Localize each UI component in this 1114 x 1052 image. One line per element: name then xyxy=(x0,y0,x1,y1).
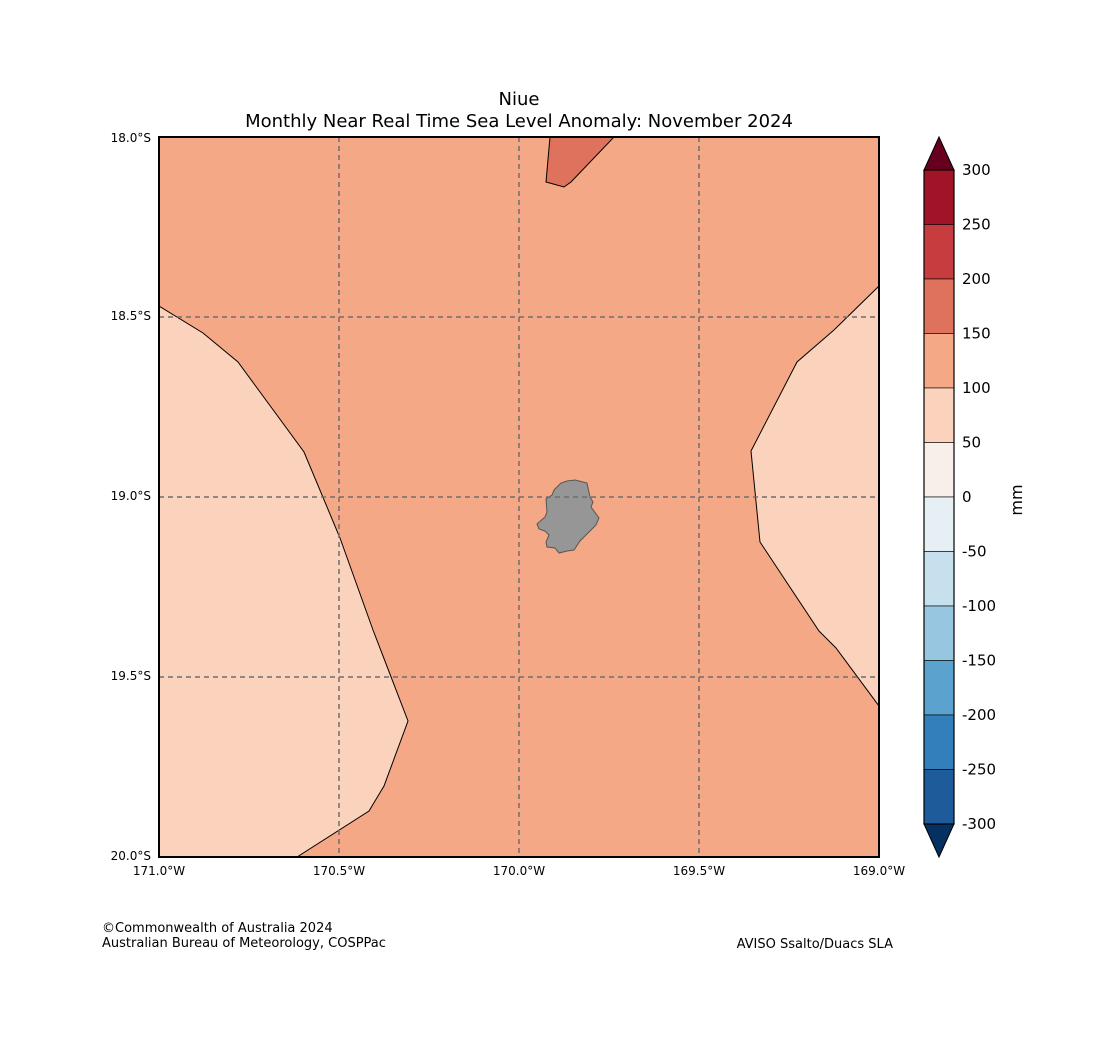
colorbar-label: mm xyxy=(1007,484,1026,515)
map-title: Niue xyxy=(499,89,540,110)
colorbar-tick-label: 200 xyxy=(962,270,991,288)
colorbar-tick-label: -200 xyxy=(962,706,996,724)
colorbar-tick-label: 150 xyxy=(962,325,991,343)
anomaly-band-50-100-west xyxy=(159,305,409,857)
colorbar-tick-label: -50 xyxy=(962,543,987,561)
colorbar-tick-label: -300 xyxy=(962,815,996,833)
colorbar-tick-label: 300 xyxy=(962,161,991,179)
copyright-text: ©Commonwealth of Australia 2024 xyxy=(102,921,333,936)
gridlines xyxy=(159,137,879,857)
colorbar-band xyxy=(923,278,955,334)
map-subtitle: Monthly Near Real Time Sea Level Anomaly… xyxy=(245,111,793,132)
colorbar: 300 250 200 150 100 50 0 -50 -100 -150 -200 -250 -30… xyxy=(923,135,996,859)
colorbar-band xyxy=(923,387,955,443)
lat-label: 18.0°S xyxy=(111,131,151,145)
colorbar-frame xyxy=(923,169,955,825)
lon-labels: 171.0°W 170.5°W 170.0°W 169.5°W 169.0°W xyxy=(133,864,905,878)
lon-label: 169.5°W xyxy=(673,864,725,878)
colorbar-band xyxy=(923,714,955,770)
colorbar-band xyxy=(923,769,955,825)
colorbar-band xyxy=(923,605,955,661)
lon-label: 169.0°W xyxy=(853,864,905,878)
lon-label: 170.0°W xyxy=(493,864,545,878)
lon-label: 170.5°W xyxy=(313,864,365,878)
colorbar-band xyxy=(923,169,955,225)
lat-label: 19.0°S xyxy=(111,489,151,503)
anomaly-band-150-200 xyxy=(545,137,615,188)
colorbar-tick-label: -150 xyxy=(962,652,996,670)
colorbar-over-arrow xyxy=(923,135,955,171)
colorbar-band xyxy=(923,333,955,389)
map-frame xyxy=(158,136,880,858)
colorbar-tick-label: -250 xyxy=(962,761,996,779)
organization-text: Australian Bureau of Meteorology, COSPPa… xyxy=(102,936,386,951)
colorbar-band xyxy=(923,442,955,498)
colorbar-tick-label: 100 xyxy=(962,379,991,397)
data-source-text: AVISO Ssalto/Duacs SLA xyxy=(737,937,894,952)
colorbar-tick-label: 50 xyxy=(962,434,981,452)
colorbar-band xyxy=(923,224,955,280)
colorbar-under-arrow xyxy=(923,823,955,859)
colorbar-tick-label: 250 xyxy=(962,216,991,234)
lat-label: 18.5°S xyxy=(111,309,151,323)
lat-labels: 18.0°S 18.5°S 19.0°S 19.5°S 20.0°S xyxy=(111,131,151,863)
colorbar-tick-label: 0 xyxy=(962,488,972,506)
lat-label: 20.0°S xyxy=(111,849,151,863)
colorbar-band xyxy=(923,496,955,552)
colorbar-band xyxy=(923,551,955,607)
lat-label: 19.5°S xyxy=(111,669,151,683)
lon-label: 171.0°W xyxy=(133,864,185,878)
anomaly-band-50-100-east xyxy=(750,285,879,707)
map-area[interactable] xyxy=(159,137,879,857)
colorbar-band xyxy=(923,660,955,716)
colorbar-tick-label: -100 xyxy=(962,597,996,615)
